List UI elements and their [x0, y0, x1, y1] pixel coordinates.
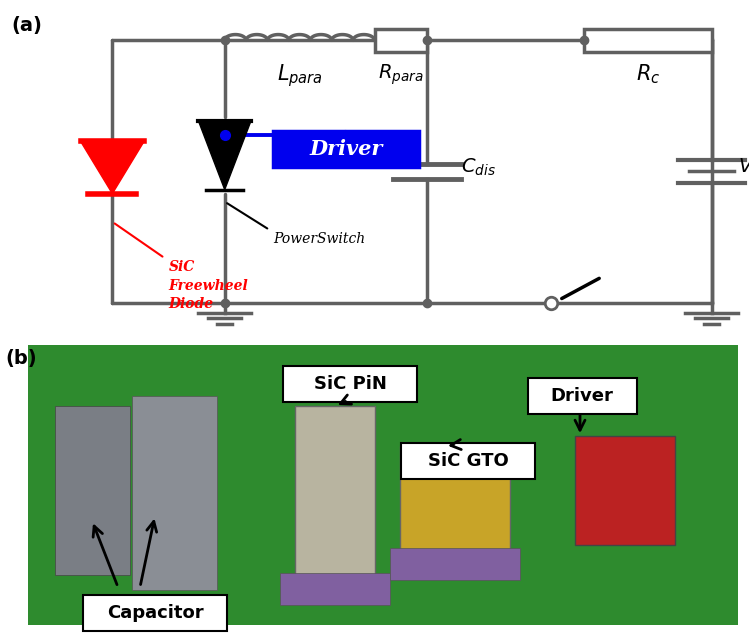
FancyBboxPatch shape [401, 443, 535, 479]
Bar [390, 549, 520, 580]
Text: SiC GTO: SiC GTO [428, 452, 509, 470]
Text: (b): (b) [5, 349, 37, 368]
FancyBboxPatch shape [273, 131, 419, 168]
Bar [280, 573, 390, 605]
Text: SiC PiN: SiC PiN [314, 375, 386, 393]
Text: Capacitor: Capacitor [106, 604, 203, 622]
Bar [374, 29, 427, 51]
Polygon shape [81, 141, 144, 194]
Bar [400, 446, 510, 551]
Bar [132, 396, 217, 591]
Bar [295, 406, 375, 575]
Bar [584, 29, 712, 51]
Text: (a): (a) [11, 16, 42, 35]
Text: SiC
Freewheel
Diode: SiC Freewheel Diode [169, 260, 248, 311]
Text: $V_{dc}$: $V_{dc}$ [738, 157, 749, 178]
Bar [575, 436, 675, 545]
Text: $L_{para}$: $L_{para}$ [276, 62, 323, 90]
FancyBboxPatch shape [527, 378, 637, 414]
Text: Driver: Driver [310, 139, 383, 159]
Text: $R_c$: $R_c$ [636, 62, 660, 86]
Bar [55, 406, 130, 575]
Polygon shape [198, 121, 251, 190]
FancyBboxPatch shape [83, 595, 227, 631]
Text: $C_{dis}$: $C_{dis}$ [461, 157, 496, 178]
Text: PowerSwitch: PowerSwitch [273, 232, 366, 246]
Text: Driver: Driver [551, 387, 613, 405]
Text: $R_{para}$: $R_{para}$ [378, 62, 423, 87]
FancyBboxPatch shape [283, 366, 417, 402]
